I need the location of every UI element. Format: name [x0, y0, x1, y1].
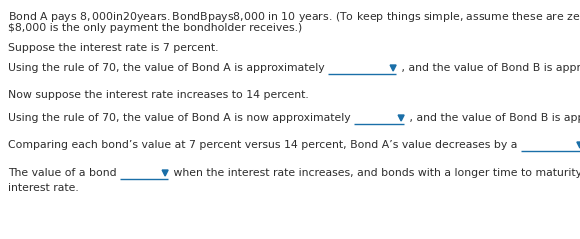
- Text: , and the value of Bond B is approximately: , and the value of Bond B is approximate…: [398, 63, 580, 73]
- Text: Using the rule of 70, the value of Bond A is approximately: Using the rule of 70, the value of Bond …: [8, 63, 328, 73]
- Text: interest rate.: interest rate.: [8, 183, 79, 193]
- Text: Using the rule of 70, the value of Bond A is now approximately: Using the rule of 70, the value of Bond …: [8, 113, 354, 123]
- Text: The value of a bond: The value of a bond: [8, 168, 120, 178]
- Polygon shape: [577, 142, 580, 148]
- Text: Comparing each bond’s value at 7 percent versus 14 percent, Bond A’s value decre: Comparing each bond’s value at 7 percent…: [8, 140, 521, 150]
- Polygon shape: [398, 115, 404, 121]
- Text: Bond A pays $8,000 in 20 years. Bond B pays $8,000 in 10 years. (To keep things : Bond A pays $8,000 in 20 years. Bond B p…: [8, 10, 580, 24]
- Text: $8,000 is the only payment the bondholder receives.): $8,000 is the only payment the bondholde…: [8, 23, 302, 33]
- Text: Suppose the interest rate is 7 percent.: Suppose the interest rate is 7 percent.: [8, 43, 219, 53]
- Text: Now suppose the interest rate increases to 14 percent.: Now suppose the interest rate increases …: [8, 90, 309, 100]
- Text: when the interest rate increases, and bonds with a longer time to maturity are: when the interest rate increases, and bo…: [170, 168, 580, 178]
- Text: , and the value of Bond B is approximately: , and the value of Bond B is approximate…: [406, 113, 580, 123]
- Polygon shape: [162, 170, 168, 176]
- Polygon shape: [390, 65, 396, 71]
